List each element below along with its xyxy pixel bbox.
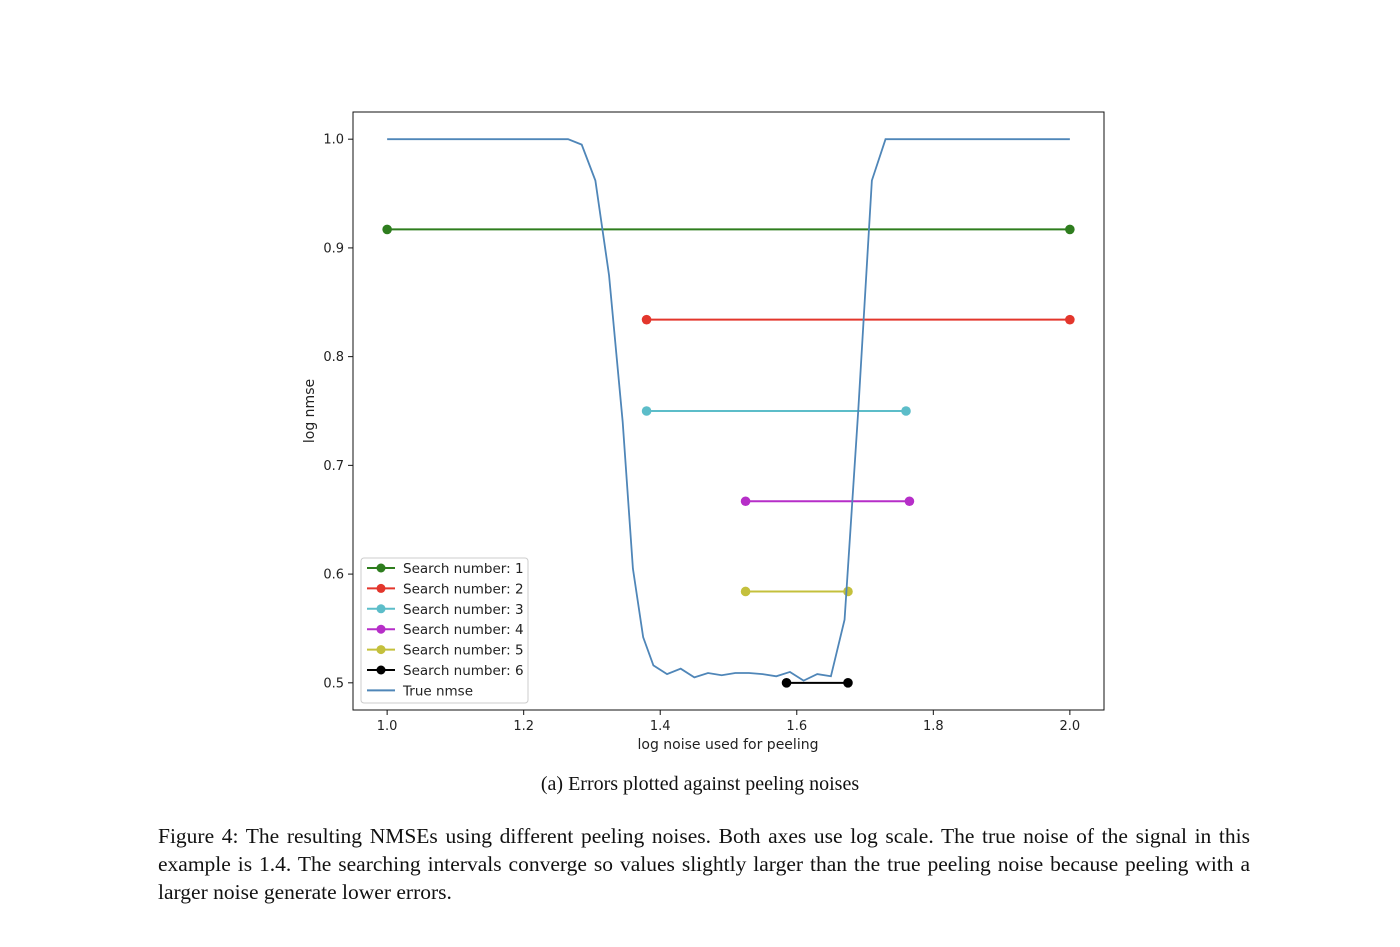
legend-label: Search number: 3 [403, 602, 524, 618]
legend-label: Search number: 5 [403, 643, 524, 659]
y-tick-label: 1.0 [323, 133, 344, 148]
y-axis-label: log nmse [302, 379, 318, 443]
x-tick-label: 1.4 [650, 719, 671, 734]
series-point-4 [904, 496, 915, 507]
legend: Search number: 1 Search number: 2 Search n… [360, 557, 529, 704]
series-point-5 [740, 586, 751, 597]
legend-box [360, 557, 529, 704]
series-point-6 [781, 678, 792, 688]
series-line-7 [387, 138, 1070, 682]
y-tick-label: 0.7 [323, 459, 344, 474]
legend-swatch-marker [376, 624, 386, 634]
series-point-1 [1065, 224, 1075, 235]
series-point-5 [843, 586, 853, 597]
plot-frame [352, 111, 1105, 711]
series-point-3 [901, 406, 911, 416]
series-point-2 [1065, 314, 1075, 325]
legend-swatch-marker [376, 665, 386, 675]
x-tick-label: 1.6 [786, 719, 807, 734]
series-point-3 [641, 406, 652, 416]
series-point-1 [382, 224, 392, 235]
series-point-6 [843, 678, 853, 688]
x-tick-label: 1.8 [923, 719, 944, 734]
legend-swatch-marker [376, 645, 386, 655]
legend-label: Search number: 6 [403, 663, 524, 679]
series-point-2 [641, 314, 652, 325]
y-tick-label: 0.9 [323, 241, 344, 256]
figure-caption: Figure 4: The resulting NMSEs using diff… [158, 824, 1250, 904]
legend-label: Search number: 1 [403, 561, 524, 577]
legend-label: True nmse [402, 683, 473, 699]
y-tick-label: 0.6 [323, 568, 344, 583]
x-tick-label: 1.2 [513, 719, 534, 734]
legend-label: Search number: 4 [403, 622, 524, 638]
legend-label: Search number: 2 [403, 581, 524, 597]
y-tick-label: 0.5 [323, 676, 344, 691]
legend-swatch-marker [376, 563, 386, 573]
legend-swatch-marker [376, 583, 386, 593]
x-tick-label: 2.0 [1060, 719, 1081, 734]
x-tick-label: 1.0 [377, 719, 398, 734]
subcaption: (a) Errors plotted against peeling noise… [540, 773, 860, 795]
y-tick-label: 0.8 [323, 350, 344, 365]
series-point-4 [740, 496, 751, 507]
x-axis-label: log noise used for peeling [638, 737, 819, 753]
legend-swatch-marker [376, 604, 386, 614]
